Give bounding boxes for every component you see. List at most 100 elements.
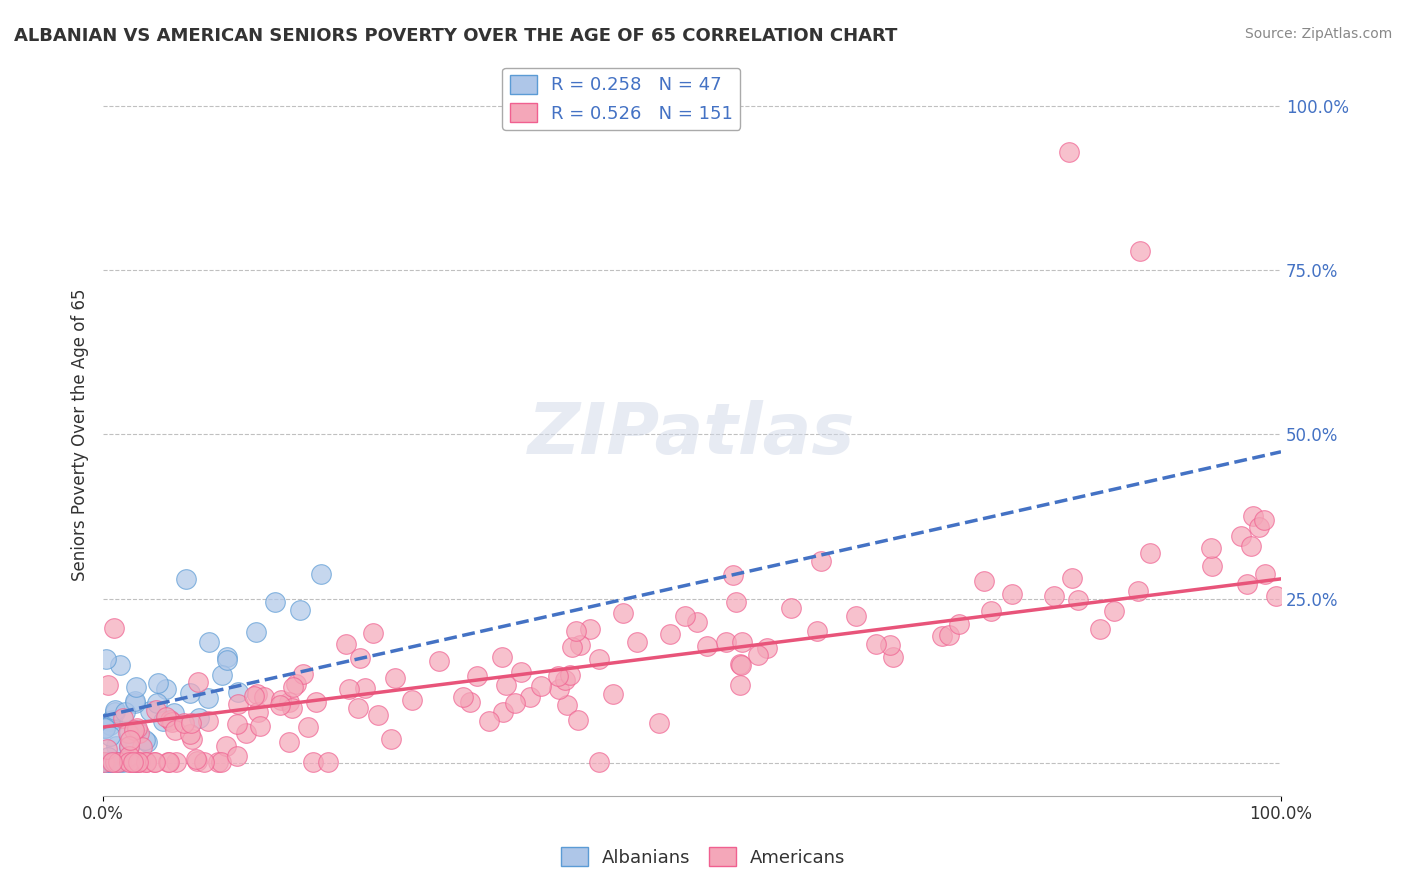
Point bbox=[94, 721, 117, 735]
Point bbox=[125, 721, 148, 735]
Point bbox=[565, 624, 588, 639]
Point bbox=[337, 681, 360, 696]
Point bbox=[477, 714, 499, 728]
Point bbox=[367, 707, 389, 722]
Point bbox=[160, 714, 183, 729]
Point bbox=[1201, 559, 1223, 574]
Point bbox=[1240, 539, 1263, 553]
Point bbox=[100, 714, 122, 728]
Point bbox=[1249, 520, 1271, 534]
Point bbox=[98, 718, 121, 732]
Point bbox=[117, 726, 139, 740]
Point bbox=[973, 574, 995, 588]
Point bbox=[696, 639, 718, 653]
Point bbox=[165, 756, 187, 770]
Point bbox=[427, 654, 450, 668]
Point bbox=[180, 716, 202, 731]
Legend: Albanians, Americans: Albanians, Americans bbox=[554, 840, 852, 874]
Point bbox=[401, 693, 423, 707]
Point bbox=[215, 653, 238, 667]
Point bbox=[157, 756, 180, 770]
Point bbox=[1057, 145, 1080, 159]
Point bbox=[1126, 583, 1149, 598]
Point bbox=[104, 703, 127, 717]
Point bbox=[129, 756, 152, 770]
Point bbox=[780, 601, 803, 615]
Point bbox=[755, 640, 778, 655]
Point bbox=[146, 696, 169, 710]
Point bbox=[104, 705, 127, 719]
Point bbox=[548, 681, 571, 696]
Point bbox=[125, 723, 148, 738]
Point bbox=[530, 679, 553, 693]
Point bbox=[980, 604, 1002, 618]
Point bbox=[335, 637, 357, 651]
Point bbox=[108, 755, 131, 769]
Point bbox=[209, 756, 232, 770]
Point bbox=[568, 638, 591, 652]
Point bbox=[215, 650, 238, 665]
Point bbox=[316, 756, 339, 770]
Point bbox=[931, 629, 953, 643]
Point bbox=[155, 682, 177, 697]
Point bbox=[165, 723, 187, 738]
Point bbox=[721, 568, 744, 582]
Point bbox=[309, 566, 332, 581]
Point bbox=[146, 676, 169, 690]
Point bbox=[245, 687, 267, 701]
Point bbox=[281, 701, 304, 715]
Point bbox=[626, 635, 648, 649]
Point bbox=[714, 635, 737, 649]
Point bbox=[277, 695, 299, 709]
Point bbox=[1241, 508, 1264, 523]
Point bbox=[138, 704, 160, 718]
Point bbox=[225, 748, 247, 763]
Point bbox=[197, 714, 219, 729]
Point bbox=[243, 689, 266, 703]
Point bbox=[100, 756, 122, 770]
Point bbox=[492, 705, 515, 719]
Point bbox=[179, 727, 201, 741]
Point bbox=[135, 734, 157, 748]
Point bbox=[253, 690, 276, 704]
Point bbox=[567, 713, 589, 727]
Point bbox=[1236, 577, 1258, 591]
Point bbox=[938, 628, 960, 642]
Point bbox=[451, 690, 474, 705]
Point bbox=[1254, 567, 1277, 582]
Point bbox=[118, 739, 141, 753]
Point bbox=[730, 657, 752, 672]
Point bbox=[1062, 571, 1084, 585]
Point bbox=[155, 710, 177, 724]
Point bbox=[686, 615, 709, 629]
Point bbox=[547, 668, 569, 682]
Point bbox=[98, 756, 121, 770]
Point bbox=[93, 756, 115, 770]
Point bbox=[491, 649, 513, 664]
Point bbox=[291, 666, 314, 681]
Point bbox=[519, 690, 541, 704]
Point bbox=[156, 756, 179, 770]
Point bbox=[226, 685, 249, 699]
Point bbox=[361, 625, 384, 640]
Point bbox=[197, 691, 219, 706]
Point bbox=[347, 700, 370, 714]
Point bbox=[557, 698, 579, 712]
Point bbox=[118, 748, 141, 763]
Point bbox=[104, 739, 127, 753]
Point bbox=[810, 554, 832, 568]
Point bbox=[94, 652, 117, 666]
Point bbox=[98, 756, 121, 770]
Point bbox=[354, 681, 377, 696]
Point bbox=[747, 648, 769, 663]
Point bbox=[1139, 545, 1161, 559]
Point bbox=[104, 756, 127, 770]
Point bbox=[145, 703, 167, 717]
Point bbox=[1043, 589, 1066, 603]
Point bbox=[648, 715, 671, 730]
Point bbox=[1230, 528, 1253, 542]
Point bbox=[108, 657, 131, 672]
Point bbox=[98, 714, 121, 728]
Point bbox=[131, 739, 153, 754]
Point bbox=[948, 617, 970, 632]
